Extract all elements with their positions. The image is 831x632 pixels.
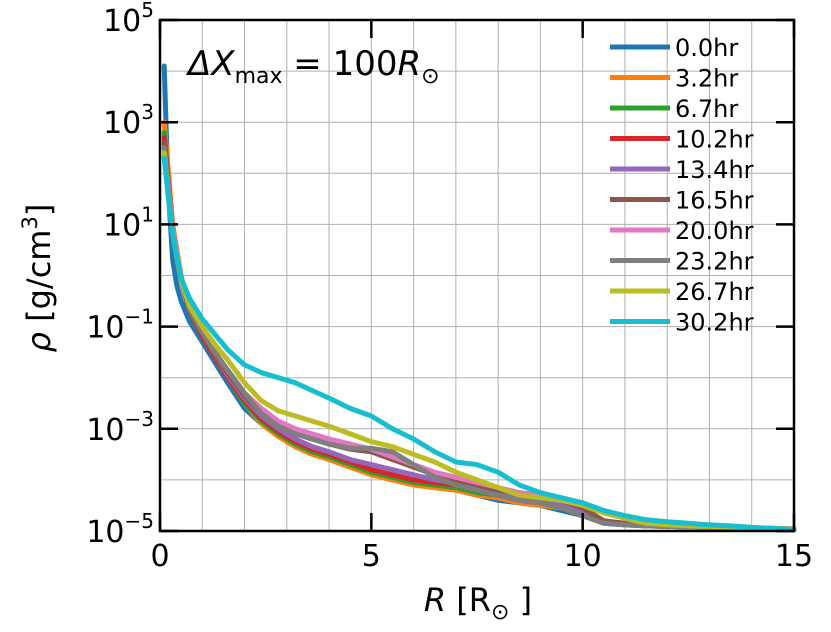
legend-label-20.0hr: 20.0hr [675, 217, 754, 245]
y-tick-label: 105 [103, 0, 154, 39]
annotation-sub: max [235, 64, 283, 89]
legend-label-30.2hr: 30.2hr [675, 309, 754, 337]
legend-label-6.7hr: 6.7hr [675, 95, 738, 123]
y-tick-label: 10−5 [86, 509, 154, 550]
legend-label-16.5hr: 16.5hr [675, 187, 754, 215]
y-tick-label: 10−1 [86, 305, 154, 346]
y-axis-sup: 3 [18, 216, 42, 229]
x-tick-label: 10 [564, 539, 602, 574]
legend-label-3.2hr: 3.2hr [675, 65, 738, 93]
legend-label-26.7hr: 26.7hr [675, 278, 754, 306]
annotation-eq: = 100 [283, 44, 398, 84]
axis-ticks [158, 18, 796, 533]
annotation-unit: R [398, 44, 422, 84]
legend-label-10.2hr: 10.2hr [675, 126, 754, 154]
annotation: ΔXmax = 100R⊙ [185, 44, 440, 89]
annotation-prefix: ΔX [185, 44, 235, 84]
plot-frame [158, 18, 796, 533]
annotation-unit-sub: ⊙ [421, 64, 439, 89]
legend-label-13.4hr: 13.4hr [675, 156, 754, 184]
y-axis-var: ρ [20, 332, 58, 352]
x-axis-unit-sub: ⊙ [491, 600, 509, 625]
grid [160, 20, 794, 531]
legend-label-0.0hr: 0.0hr [675, 34, 738, 62]
x-axis-var: R [424, 581, 446, 619]
x-tick-label: 5 [362, 539, 381, 574]
legend-label-23.2hr: 23.2hr [675, 248, 754, 276]
y-axis-text: [g/cm [20, 230, 58, 333]
series-line-26.7hr [161, 150, 797, 532]
x-axis-unit-close: ] [509, 581, 532, 619]
y-axis-close: ] [20, 204, 58, 216]
y-tick-label: 101 [103, 202, 154, 243]
y-tick-label: 10−3 [86, 407, 154, 448]
y-tick-labels: 105 103 101 10−1 10−3 10−5 [86, 0, 154, 550]
x-axis-label: R [R⊙ ] [424, 581, 532, 625]
x-tick-label: 0 [150, 539, 169, 574]
series-line-30.2hr [161, 155, 797, 532]
y-tick-label: 103 [103, 100, 154, 141]
x-axis-unit-open: [R [446, 581, 491, 619]
series-layer [161, 63, 797, 533]
x-tick-labels: 0 5 10 15 [150, 539, 813, 574]
x-tick-label: 15 [775, 539, 813, 574]
y-axis-label: ρ [g/cm3] [18, 204, 58, 353]
